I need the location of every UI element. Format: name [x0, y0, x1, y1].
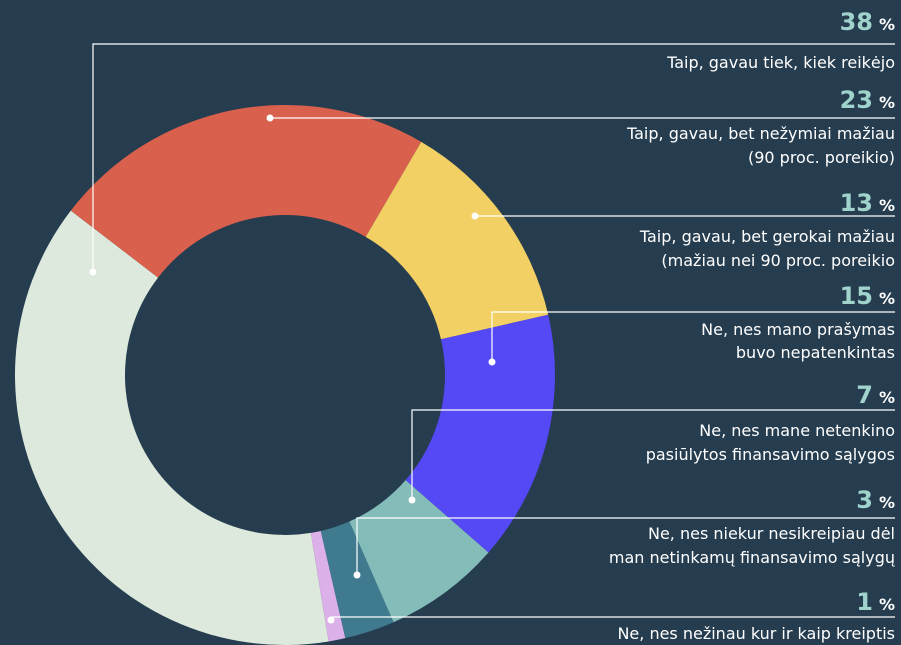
category-label: Taip, gavau, bet gerokai mažiau: [639, 227, 895, 246]
leader-dot: [488, 358, 496, 366]
value-unit: %: [879, 595, 895, 614]
donut-slice: [320, 521, 394, 639]
value-number: 7: [856, 381, 873, 409]
leader-line: [356, 517, 895, 575]
value-number: 1: [856, 588, 873, 616]
value-unit: %: [879, 196, 895, 215]
donut-slice: [349, 480, 489, 623]
category-label: Ne, nes mane netenkino: [699, 421, 895, 440]
leader-dot: [266, 114, 274, 122]
donut-slice: [70, 104, 422, 278]
category-label: buvo nepatenkintas: [736, 343, 895, 362]
value-label: 15%: [840, 282, 895, 310]
category-label: (90 proc. poreikio): [748, 148, 895, 167]
leader-line: [330, 616, 895, 620]
value-unit: %: [879, 289, 895, 308]
value-label: 7%: [856, 381, 895, 409]
value-label: 38%: [840, 8, 895, 36]
category-label: Ne, nes nežinau kur ir kaip kreiptis: [617, 624, 895, 643]
category-label: Taip, gavau tiek, kiek reikėjo: [666, 53, 895, 72]
category-label: Ne, nes niekur nesikreipiau dėl: [648, 524, 895, 543]
value-number: 23: [840, 86, 873, 114]
leader-dot: [89, 268, 97, 276]
leader-line: [491, 311, 895, 362]
value-number: 3: [856, 486, 873, 514]
value-number: 15: [840, 282, 873, 310]
value-label: 13%: [840, 189, 895, 217]
value-unit: %: [879, 15, 895, 34]
category-label: pasiūlytos finansavimo sąlygos: [646, 445, 895, 464]
category-label: man netinkamų finansavimo sąlygų: [609, 548, 895, 567]
value-unit: %: [879, 93, 895, 112]
donut-slice: [310, 530, 346, 642]
value-number: 13: [840, 189, 873, 217]
value-number: 38: [840, 8, 873, 36]
leader-dot: [353, 571, 361, 579]
leader-dot: [471, 212, 479, 220]
leader-line: [411, 409, 895, 500]
category-label: Taip, gavau, bet nežymiai mažiau: [626, 124, 895, 143]
value-label: 1%: [856, 588, 895, 616]
value-label: 3%: [856, 486, 895, 514]
donut-slice: [365, 141, 549, 340]
category-label: (mažiau nei 90 proc. poreikio: [661, 251, 895, 270]
value-label: 23%: [840, 86, 895, 114]
leader-dot: [327, 616, 335, 624]
category-label: Ne, nes mano prašymas: [701, 320, 895, 339]
leader-dot: [408, 496, 416, 504]
value-unit: %: [879, 388, 895, 407]
leader-line: [92, 43, 895, 272]
donut-slice: [405, 314, 556, 553]
donut-slice: [15, 210, 329, 645]
value-unit: %: [879, 493, 895, 512]
